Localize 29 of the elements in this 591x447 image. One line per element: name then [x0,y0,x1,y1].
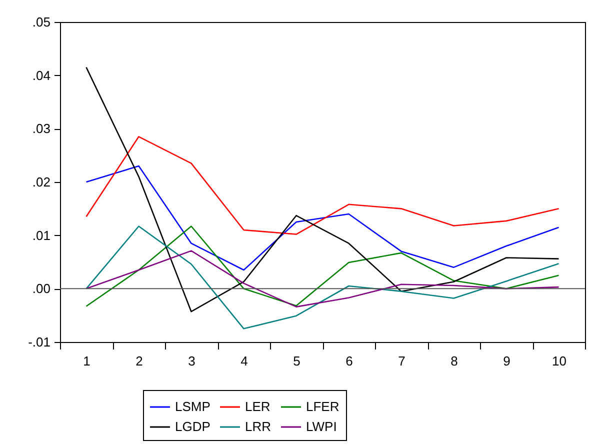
legend-label: LWPI [306,419,337,434]
y-tick-label: .03 [32,121,50,136]
y-tick-label: .02 [32,174,50,190]
x-tick-label: 7 [398,354,406,368]
y-tick-label: -.01 [28,334,50,350]
x-tick-label: 9 [503,354,510,368]
x-tick-label: 8 [450,354,458,368]
line-series [86,165,560,271]
legend-label: LGDP [175,419,210,434]
x-tick-label: 2 [136,354,143,368]
line-series [86,226,560,307]
line-series [86,66,560,312]
line-series [86,226,560,330]
x-tick-label: 1 [83,354,90,368]
y-tick-label: .04 [32,68,50,83]
x-tick-label: 4 [240,354,248,368]
y-tick-label: .00 [32,281,50,296]
line-series [86,250,560,308]
x-tick-label: 5 [293,354,300,368]
x-tick-label: 6 [346,354,353,368]
y-tick-label: .05 [32,14,50,30]
legend-label: LSMP [175,399,210,414]
x-tick-label: 3 [188,354,196,368]
x-tick-label: 10 [552,354,566,368]
y-tick-label: .01 [32,228,50,243]
line-series [86,136,560,235]
legend-label: LRR [245,419,272,434]
legend-label: LER [245,399,270,414]
legend-label: LFER [306,399,340,414]
